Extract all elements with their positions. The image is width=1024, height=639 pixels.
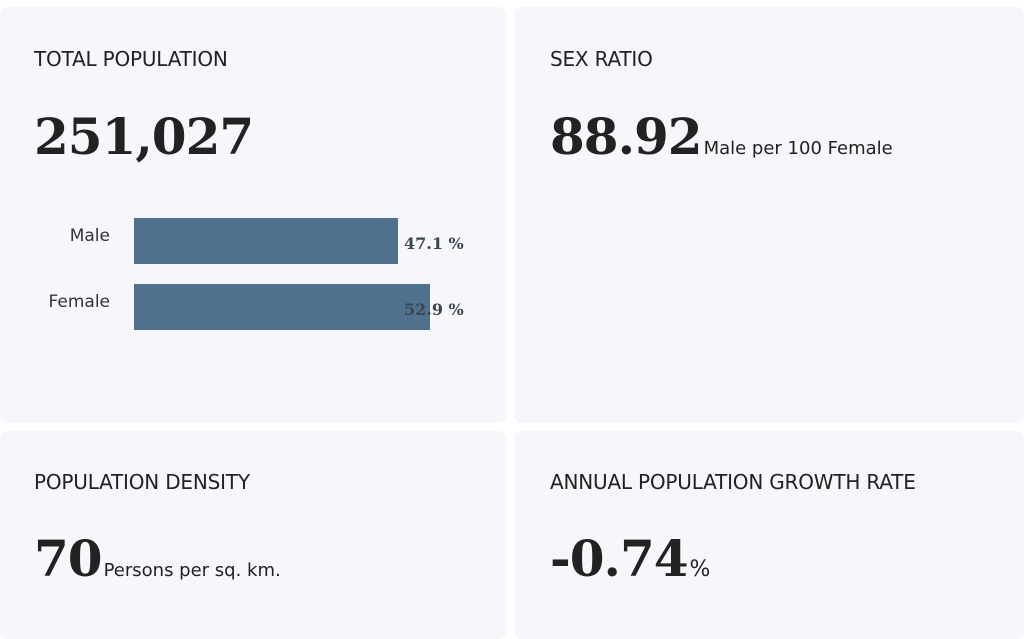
population-density-title: POPULATION DENSITY [34, 470, 250, 494]
population-density-value: 70 [34, 529, 103, 588]
growth-rate-value-row: -0.74% [550, 529, 710, 588]
total-population-title: TOTAL POPULATION [34, 47, 228, 71]
growth-rate-value: -0.74 [550, 529, 689, 588]
total-population-value-row: 251,027 [34, 107, 254, 166]
total-population-value: 251,027 [34, 107, 254, 166]
sex-ratio-value-row: 88.92 Male per 100 Female [550, 107, 893, 166]
population-density-value-row: 70 Persons per sq. km. [34, 529, 281, 588]
bar-label-male: Male [69, 226, 110, 246]
sex-ratio-value: 88.92 [550, 107, 703, 166]
population-density-card: POPULATION DENSITY 70 Persons per sq. km. [0, 431, 506, 639]
growth-rate-card: ANNUAL POPULATION GROWTH RATE -0.74% [514, 431, 1024, 639]
sex-ratio-title: SEX RATIO [550, 47, 653, 71]
sex-ratio-unit: Male per 100 Female [703, 138, 893, 159]
bar-label-female: Female [48, 292, 110, 312]
sex-ratio-card: SEX RATIO 88.92 Male per 100 Female [514, 7, 1024, 423]
population-density-unit: Persons per sq. km. [103, 560, 281, 581]
bar-value-female: 52.9 % [404, 300, 464, 319]
total-population-card: TOTAL POPULATION 251,027 Male 47.1 % Femal… [0, 7, 506, 423]
growth-rate-title: ANNUAL POPULATION GROWTH RATE [550, 470, 916, 494]
bar-value-male: 47.1 % [404, 234, 464, 253]
bar-male [134, 218, 398, 264]
bar-female [134, 284, 430, 330]
growth-rate-unit: % [689, 557, 711, 582]
